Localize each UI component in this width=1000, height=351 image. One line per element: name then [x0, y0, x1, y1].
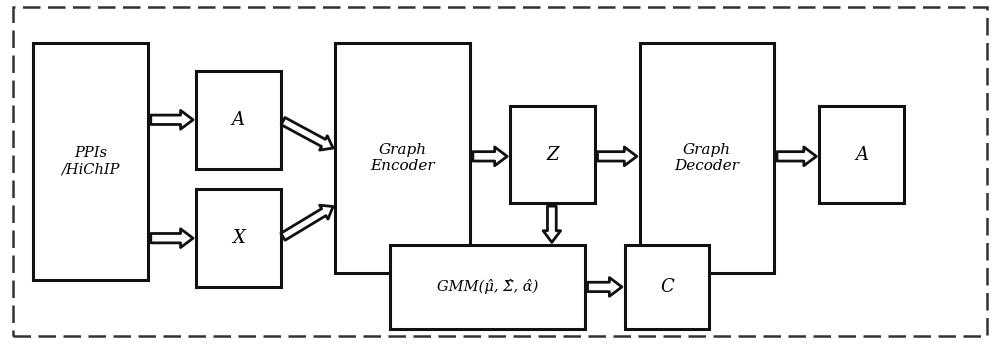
Text: Z: Z — [546, 146, 559, 164]
Text: A: A — [855, 146, 868, 164]
FancyBboxPatch shape — [33, 43, 148, 280]
Text: Graph
Decoder: Graph Decoder — [674, 143, 739, 173]
Text: Graph
Encoder: Graph Encoder — [370, 143, 435, 173]
FancyBboxPatch shape — [819, 106, 904, 203]
FancyBboxPatch shape — [625, 245, 709, 329]
FancyBboxPatch shape — [13, 7, 987, 336]
Text: PPIs
/HiChIP: PPIs /HiChIP — [61, 146, 120, 177]
FancyBboxPatch shape — [640, 43, 774, 273]
Text: GMM(μ̂, Σ̂, α̂): GMM(μ̂, Σ̂, α̂) — [437, 279, 538, 294]
Text: C: C — [660, 278, 674, 296]
FancyBboxPatch shape — [390, 245, 585, 329]
Text: X: X — [232, 229, 245, 247]
FancyBboxPatch shape — [335, 43, 470, 273]
Text: A: A — [232, 111, 245, 129]
FancyBboxPatch shape — [196, 71, 281, 168]
FancyBboxPatch shape — [510, 106, 595, 203]
FancyBboxPatch shape — [196, 190, 281, 287]
